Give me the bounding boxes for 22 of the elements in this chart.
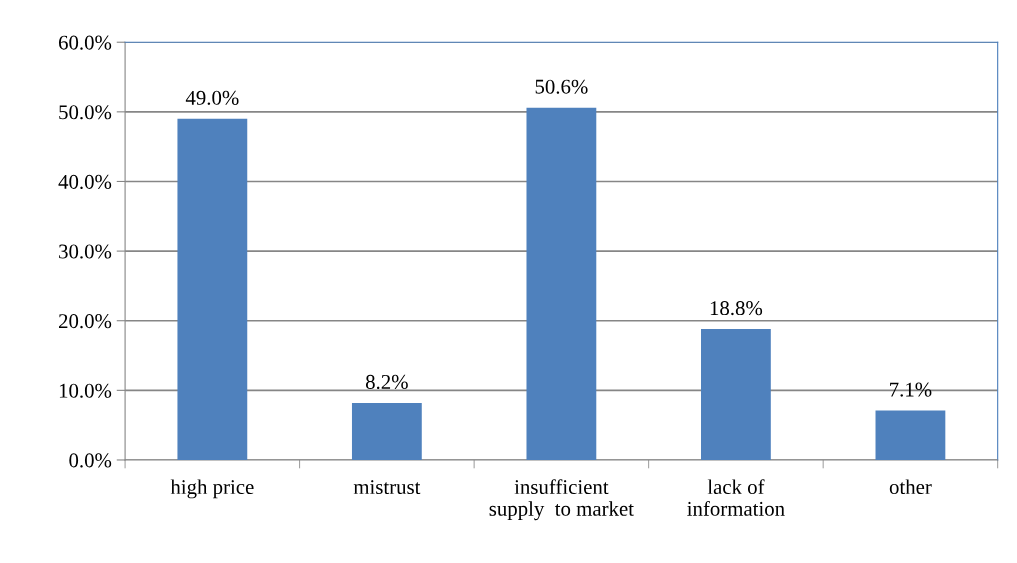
y-tick-label: 20.0% (59, 314, 112, 329)
x-tick-label: insufficient supply to market (489, 479, 634, 521)
bar (526, 107, 597, 460)
y-tick-label: 10.0% (59, 383, 112, 398)
y-tick-label: 40.0% (58, 174, 112, 189)
data-label: 49.0% (185, 90, 239, 105)
x-tick-label: lack of information (687, 479, 785, 516)
bar (875, 410, 946, 460)
bar (177, 118, 248, 460)
x-tick-label: mistrust (353, 480, 421, 495)
x-tick-label: high price (170, 479, 254, 499)
data-label: 8.2% (365, 374, 408, 390)
y-tick-label: 50.0% (59, 105, 112, 120)
y-tick-label: 60.0% (58, 35, 112, 50)
y-tick-label: 30.0% (59, 244, 112, 259)
bar (351, 402, 422, 460)
bar (701, 329, 771, 460)
data-label: 50.6% (535, 79, 588, 94)
y-tick-label: 0.0% (69, 453, 112, 468)
x-tick-label: other (889, 479, 932, 495)
data-label: 7.1% (890, 382, 932, 397)
data-label: 18.8% (710, 301, 763, 316)
